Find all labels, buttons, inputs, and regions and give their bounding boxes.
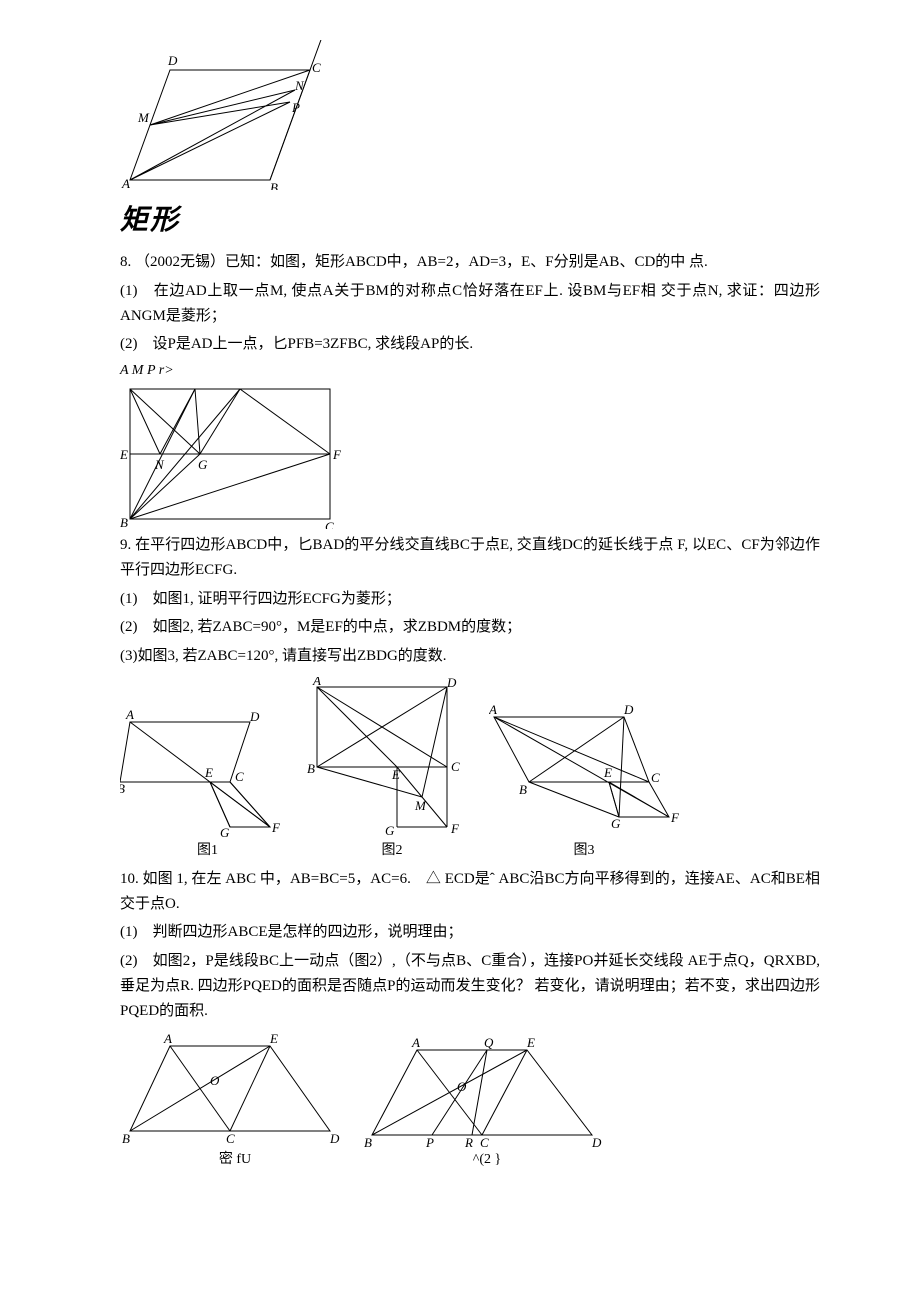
svg-text:P: P — [425, 1135, 434, 1150]
svg-text:F: F — [450, 821, 460, 836]
svg-text:F: F — [332, 447, 342, 462]
p8-top-label: A M P r> — [120, 363, 820, 379]
p10-line3: (2) 如图2，P是线段BC上一动点（图2）,（不与点B、C重合），连接PO并延… — [120, 949, 820, 1023]
figure-p10-1: A E O B C D — [120, 1031, 350, 1146]
svg-text:Q: Q — [484, 1035, 494, 1050]
figure-p9-3-block: A D B E C G F 图3 — [489, 702, 679, 859]
svg-text:D: D — [623, 702, 634, 717]
svg-text:E: E — [526, 1035, 535, 1050]
p8-line1: 8. （2002无锡）已知：如图，矩形ABCD中，AB=2，AD=3，E、F分别… — [120, 250, 820, 275]
figure-p9-1: A D B E C G F — [120, 707, 295, 837]
svg-text:G: G — [385, 823, 395, 837]
svg-text:A: A — [163, 1031, 172, 1046]
p9-line2: (1) 如图1, 证明平行四边形ECFG为菱形； — [120, 587, 820, 612]
svg-text:N: N — [294, 78, 305, 93]
svg-text:B: B — [120, 515, 128, 529]
caption-fig3: 图3 — [574, 839, 595, 859]
p9-line1: 9. 在平行四边形ABCD中，匕BAD的平分线交直线BC于点E, 交直线DC的延… — [120, 533, 820, 583]
svg-text:G: G — [611, 816, 621, 831]
p10-line1: 10. 如图 1, 在左 ABC 中，AB=BC=5，AC=6. △ ECD是ˆ… — [120, 867, 820, 917]
svg-text:B: B — [120, 781, 125, 796]
svg-text:F: F — [670, 810, 679, 825]
svg-text:B: B — [307, 761, 315, 776]
svg-text:G: G — [220, 825, 230, 837]
figure-p10-1-block: A E O B C D 密 fU — [120, 1031, 350, 1168]
svg-text:N: N — [154, 457, 165, 472]
figure-row-p9: A D B E C G F 图1 — [120, 677, 820, 859]
svg-text:C: C — [312, 60, 321, 75]
svg-text:B: B — [364, 1135, 372, 1150]
p9-line4: (3)如图3, 若ZABC=120°, 请直接写出ZBDG的度数. — [120, 644, 820, 669]
caption-fig2: 图2 — [382, 839, 403, 859]
svg-text:C: C — [480, 1135, 489, 1150]
svg-text:C: C — [235, 769, 244, 784]
caption-bottom-2: ^(2 } — [473, 1152, 501, 1168]
section-heading: 矩形 — [120, 198, 820, 238]
figure-p10-2: A Q E O B P R C D — [362, 1035, 612, 1150]
figure-p9-1-block: A D B E C G F 图1 — [120, 707, 295, 859]
svg-text:G: G — [198, 457, 208, 472]
page: D C N P M A B 矩形 8. （2002无锡）已知：如图，矩形ABCD… — [0, 0, 920, 1216]
svg-text:C: C — [451, 759, 460, 774]
svg-text:B: B — [519, 782, 527, 797]
p9-line3: (2) 如图2, 若ZABC=90°，M是EF的中点，求ZBDM的度数； — [120, 615, 820, 640]
svg-text:D: D — [591, 1135, 602, 1150]
svg-text:E: E — [391, 767, 400, 782]
caption-fig1: 图1 — [197, 839, 218, 859]
svg-text:E: E — [120, 447, 128, 462]
svg-text:C: C — [651, 770, 660, 785]
svg-text:M: M — [414, 798, 427, 813]
svg-text:D: D — [167, 53, 178, 68]
figure-p9-2: A D B E C M G F — [307, 677, 477, 837]
figure-p9-2-block: A D B E C M G F 图2 — [307, 677, 477, 859]
svg-text:O: O — [210, 1073, 220, 1088]
svg-text:B: B — [122, 1131, 130, 1146]
p8-line3: (2) 设P是AD上一点，匕PFB=3ZFBC, 求线段AP的长. — [120, 332, 820, 357]
svg-text:A: A — [489, 702, 497, 717]
p8-line2: (1) 在边AD上取一点M, 使点A关于BM的对称点C恰好落在EF上. 设BM与… — [120, 279, 820, 329]
svg-text:E: E — [269, 1031, 278, 1046]
svg-text:C: C — [226, 1131, 235, 1146]
svg-text:A: A — [312, 677, 321, 688]
svg-text:D: D — [249, 709, 260, 724]
svg-text:D: D — [446, 677, 457, 690]
svg-text:M: M — [137, 110, 150, 125]
svg-text:B: B — [270, 180, 278, 190]
figure-row-p10: A E O B C D 密 fU A Q — [120, 1031, 820, 1168]
svg-text:O: O — [457, 1079, 467, 1094]
svg-text:F: F — [271, 820, 281, 835]
p10-line2: (1) 判断四边形ABCE是怎样的四边形，说明理由； — [120, 920, 820, 945]
figure-p9-3: A D B E C G F — [489, 702, 679, 837]
svg-text:D: D — [329, 1131, 340, 1146]
figure-p10-2-block: A Q E O B P R C D ^(2 } — [362, 1035, 612, 1168]
svg-text:C: C — [325, 519, 334, 529]
svg-text:P: P — [291, 100, 300, 115]
figure-p8-rectangle: E N G F B C — [120, 379, 350, 529]
figure-top-parallelogram: D C N P M A B — [120, 40, 330, 190]
svg-text:A: A — [411, 1035, 420, 1050]
svg-text:R: R — [464, 1135, 473, 1150]
svg-text:A: A — [125, 707, 134, 722]
svg-text:E: E — [603, 765, 612, 780]
svg-text:E: E — [204, 765, 213, 780]
caption-bottom-1: 密 fU — [219, 1148, 251, 1168]
svg-text:A: A — [121, 176, 130, 190]
